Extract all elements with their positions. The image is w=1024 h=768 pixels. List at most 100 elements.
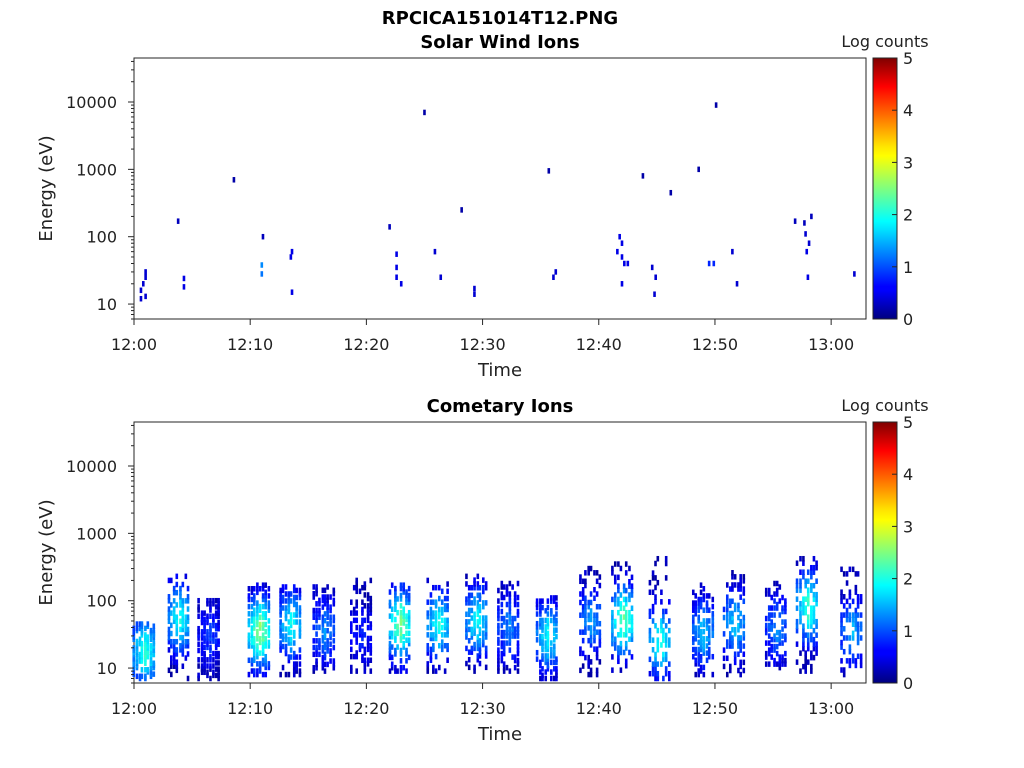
- data-cell: [513, 626, 517, 632]
- data-cell: [714, 102, 718, 108]
- data-cell: [396, 644, 399, 650]
- data-cell: [552, 646, 556, 653]
- data-cell: [694, 646, 698, 653]
- data-cell: [799, 614, 802, 620]
- data-cell: [500, 640, 504, 646]
- data-cell: [186, 598, 190, 604]
- data-cell: [292, 661, 296, 667]
- data-cell: [295, 664, 298, 671]
- data-cell: [332, 601, 336, 607]
- data-cell: [654, 560, 657, 567]
- data-cell: [247, 657, 251, 664]
- data-cell: [361, 642, 364, 649]
- data-cell: [497, 661, 500, 667]
- data-cell: [552, 627, 556, 633]
- data-cell: [733, 651, 737, 657]
- data-cell: [508, 615, 512, 622]
- data-cell: [550, 598, 553, 604]
- data-cell: [541, 617, 544, 624]
- data-cell: [595, 667, 599, 674]
- data-cell: [842, 648, 846, 655]
- data-cell: [546, 637, 550, 643]
- data-cell: [323, 601, 327, 607]
- data-cell: [256, 636, 259, 642]
- data-cell: [778, 612, 782, 618]
- data-cell: [429, 657, 433, 664]
- data-cell: [149, 627, 153, 634]
- data-cell: [728, 586, 732, 592]
- data-cell: [295, 654, 298, 660]
- data-cell: [611, 636, 614, 642]
- data-cell: [289, 615, 293, 622]
- data-cell: [369, 650, 373, 656]
- data-cell: [267, 661, 271, 667]
- data-cell: [250, 614, 254, 621]
- data-cell: [232, 177, 236, 183]
- data-cell: [481, 615, 485, 621]
- data-cell: [326, 648, 329, 654]
- data-cell: [252, 639, 256, 646]
- data-cell: [407, 637, 411, 643]
- data-cell: [169, 602, 173, 608]
- data-cell: [702, 664, 706, 671]
- data-cell: [804, 632, 808, 638]
- data-cell: [217, 660, 220, 666]
- data-cell: [434, 632, 438, 638]
- data-cell: [438, 610, 441, 616]
- data-cell: [815, 618, 818, 625]
- data-cell: [589, 625, 593, 631]
- data-cell: [691, 603, 695, 610]
- data-cell: [361, 621, 364, 627]
- data-cell: [217, 666, 220, 672]
- data-cell: [292, 640, 296, 646]
- data-cell: [541, 640, 544, 646]
- data-cell: [394, 630, 397, 637]
- data-cell: [712, 260, 716, 267]
- data-cell: [654, 594, 657, 600]
- data-cell: [500, 629, 504, 636]
- data-cell: [595, 616, 599, 623]
- data-cell: [432, 646, 435, 653]
- data-cell: [295, 605, 298, 611]
- data-cell: [511, 629, 514, 636]
- data-cell: [184, 630, 188, 637]
- data-cell: [355, 668, 359, 674]
- data-cell: [697, 607, 701, 613]
- data-cell: [438, 642, 441, 649]
- data-cell: [169, 638, 173, 645]
- data-cell: [508, 668, 512, 674]
- data-cell: [284, 636, 288, 643]
- data-cell: [292, 671, 296, 678]
- data-cell: [172, 647, 176, 653]
- data-cell: [656, 670, 660, 677]
- data-cell: [260, 271, 264, 277]
- data-cell: [851, 635, 855, 641]
- data-cell: [764, 654, 768, 660]
- data-cell: [705, 607, 709, 613]
- data-cell: [555, 672, 558, 679]
- data-cell: [434, 613, 438, 620]
- data-cell: [624, 609, 628, 616]
- data-cell: [209, 647, 212, 654]
- data-cell: [624, 614, 628, 620]
- data-cell: [617, 561, 620, 567]
- data-cell: [587, 654, 590, 661]
- data-cell: [250, 636, 254, 642]
- data-cell: [654, 623, 657, 629]
- data-cell: [541, 643, 544, 650]
- data-cell: [432, 610, 435, 616]
- data-cell: [478, 641, 482, 648]
- data-cell: [784, 601, 787, 608]
- data-cell: [390, 630, 394, 637]
- data-cell: [261, 582, 265, 588]
- data-cell: [851, 658, 855, 664]
- data-cell: [508, 619, 512, 625]
- data-cell: [546, 633, 550, 640]
- data-cell: [804, 659, 808, 665]
- data-cell: [465, 619, 468, 625]
- data-cell: [476, 653, 480, 659]
- data-cell: [167, 667, 171, 674]
- data-cell: [476, 638, 480, 644]
- data-cell: [544, 653, 548, 659]
- data-cell: [292, 584, 296, 590]
